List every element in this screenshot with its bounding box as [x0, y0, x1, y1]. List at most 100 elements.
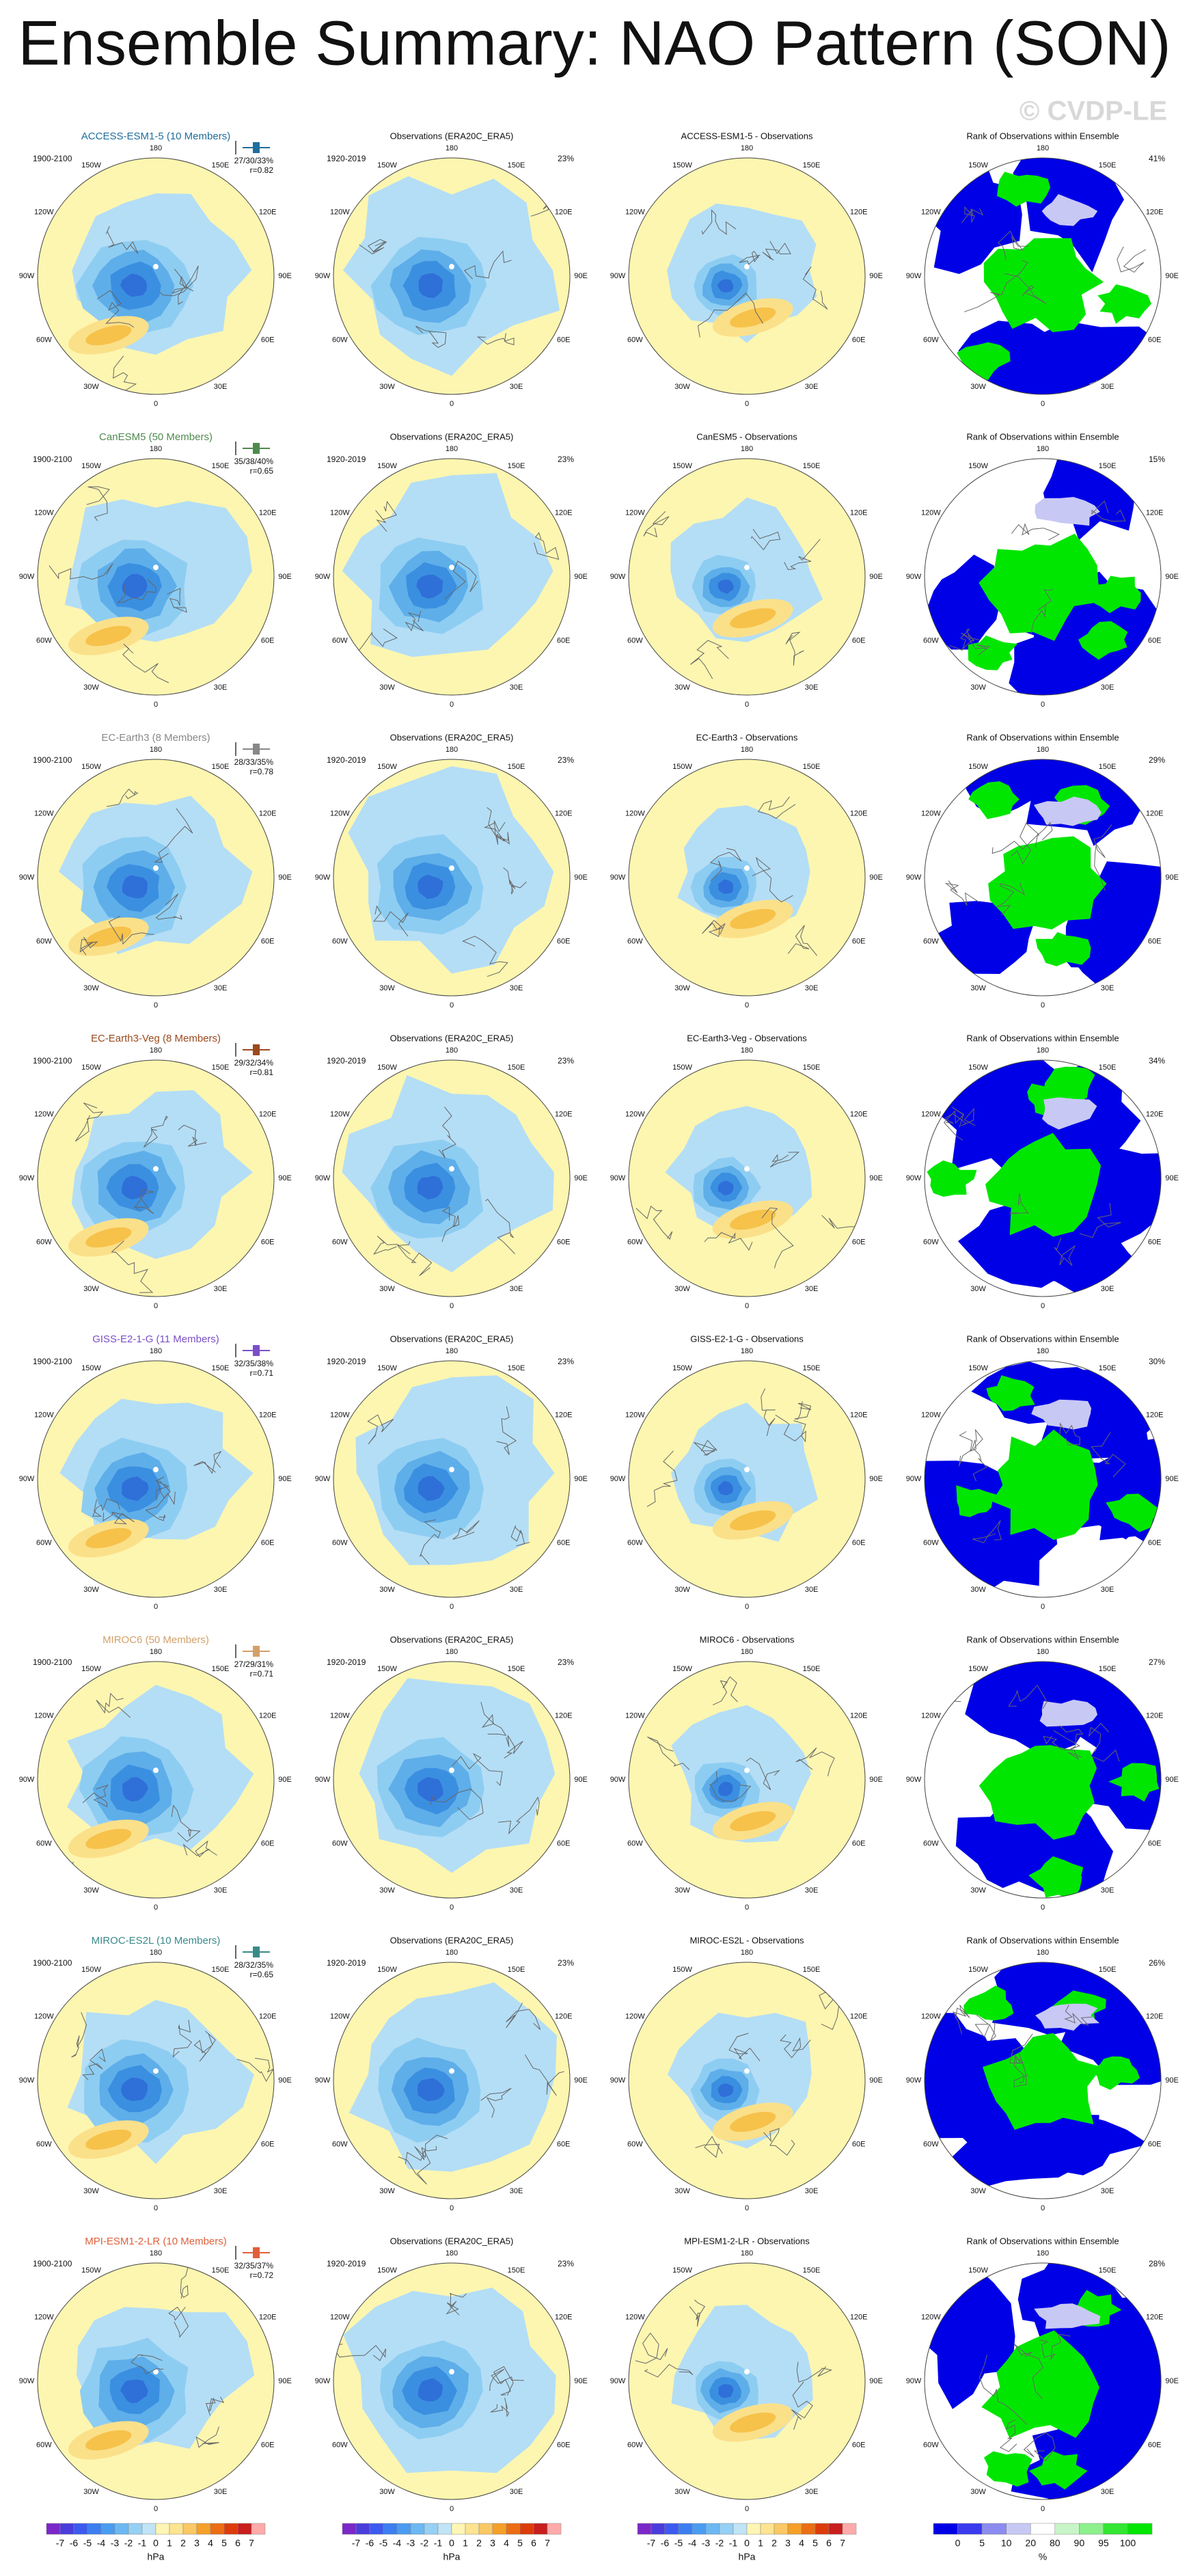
rank-green [985, 1133, 1101, 1237]
coastline [762, 241, 791, 261]
longitude-label: 150W [377, 161, 397, 170]
longitude-label: 150W [672, 1364, 692, 1372]
coastline [1030, 588, 1054, 634]
obs-title: Observations (ERA20C_ERA5) [390, 2236, 514, 2246]
longitude-label: 60W [923, 1538, 939, 1547]
coastline [193, 2031, 216, 2062]
spread-icon-box [253, 2247, 260, 2258]
longitude-label: 90E [869, 1475, 883, 1483]
longitude-label: 180 [1037, 1046, 1049, 1055]
pole-marker [449, 565, 454, 571]
map-diff [629, 2263, 865, 2499]
longitude-label: 0 [745, 1603, 749, 1611]
coastline [739, 250, 761, 265]
coastline [1009, 1193, 1029, 1215]
longitude-label: 60W [923, 636, 939, 645]
longitude-label: 30E [214, 683, 228, 692]
longitude-label: 30E [214, 2187, 228, 2195]
map-model [38, 1662, 274, 1898]
longitude-label: 60W [332, 636, 348, 645]
longitude-label: 60W [332, 2140, 348, 2148]
pole-marker [449, 264, 454, 270]
longitude-label: 30W [83, 1586, 99, 1594]
longitude-label: 120W [34, 2012, 54, 2020]
rank-green [964, 1985, 1014, 2021]
coastline [1053, 1725, 1084, 1750]
longitude-label: 120W [330, 208, 350, 216]
coastline [791, 2381, 813, 2430]
period: 1900-2100 [33, 455, 72, 464]
longitude-label: 180 [150, 144, 162, 152]
longitude-label: 90E [869, 2076, 883, 2085]
anomaly-orange [730, 608, 776, 629]
pole-marker [744, 1467, 750, 1473]
colorbar-swatch [637, 2523, 652, 2535]
longitude-label: 120W [34, 2313, 54, 2321]
longitude-label: 150E [212, 1364, 230, 1372]
map-model [38, 759, 274, 996]
longitude-label: 30E [805, 2488, 819, 2496]
coastline [462, 936, 508, 977]
longitude-label: 150E [1099, 161, 1117, 170]
longitude-label: 180 [1037, 2249, 1049, 2258]
longitude-label: 150W [81, 1665, 101, 1673]
colorbar-swatch [933, 2523, 958, 2535]
longitude-label: 120W [330, 1110, 350, 1118]
map-model [38, 1962, 274, 2199]
pole-marker [744, 565, 750, 571]
coastline [480, 1702, 507, 1736]
longitude-label: 150E [803, 462, 821, 470]
longitude-label: 120E [259, 1110, 277, 1118]
longitude-label: 120E [850, 1711, 868, 1720]
colorbar-swatch [533, 2523, 548, 2535]
colorbar-swatch [424, 2523, 439, 2535]
obs-title: Observations (ERA20C_ERA5) [390, 1634, 514, 1644]
anomaly-blue [418, 273, 443, 299]
longitude-label: 30E [510, 683, 523, 692]
longitude-label: 0 [745, 400, 749, 408]
longitude-label: 180 [150, 1949, 162, 1957]
longitude-label: 180 [741, 445, 753, 453]
longitude-label: 30E [1101, 984, 1115, 992]
anomaly-blue [718, 2083, 733, 2098]
longitude-label: 90W [610, 272, 626, 280]
spread-icon-box [253, 1947, 260, 1957]
longitude-label: 30E [805, 1586, 819, 1594]
colorbar-tick-label: 90 [1074, 2538, 1085, 2549]
coastline [82, 2048, 106, 2080]
obs-title: Observations (ERA20C_ERA5) [390, 1033, 514, 1043]
pole-marker [153, 565, 159, 571]
pattern-stats: 28/32/35% [234, 1960, 274, 1970]
anomaly-orange [85, 1528, 132, 1549]
longitude-label: 120E [259, 509, 277, 517]
longitude-label: 90W [315, 2076, 331, 2085]
coastline [784, 539, 821, 571]
longitude-label: 60W [36, 2441, 52, 2449]
coastline [534, 532, 560, 560]
longitude-label: 150E [508, 1665, 525, 1673]
longitude-label: 60W [332, 2441, 348, 2449]
longitude-label: 180 [741, 1648, 753, 1656]
anomaly-blue [122, 1777, 148, 1802]
coastline [145, 1491, 176, 1521]
longitude-label: 90E [278, 573, 292, 581]
obs-title: Observations (ERA20C_ERA5) [390, 1333, 514, 1344]
coastline [961, 633, 991, 656]
map-rank [925, 1060, 1161, 1297]
longitude-label: 180 [1037, 144, 1049, 152]
coastline [111, 1240, 154, 1293]
colorbar-swatch [237, 2523, 252, 2535]
coastline [974, 2014, 996, 2042]
colorbar-swatch [410, 2523, 425, 2535]
colorbar-swatch [519, 2523, 534, 2535]
longitude-label: 90W [610, 1776, 626, 1784]
longitude-label: 120W [625, 1711, 645, 1720]
rank-title: Rank of Observations within Ensemble [966, 1634, 1119, 1644]
colorbar-tick-label: 2 [180, 2538, 186, 2549]
longitude-label: 90E [278, 2377, 292, 2385]
rank-pct: 30% [1149, 1357, 1165, 1366]
longitude-label: 30W [970, 683, 986, 692]
rank-blue [1085, 1437, 1161, 1555]
pattern-correlation: r=0.65 [250, 1970, 274, 1979]
longitude-label: 120E [555, 509, 573, 517]
